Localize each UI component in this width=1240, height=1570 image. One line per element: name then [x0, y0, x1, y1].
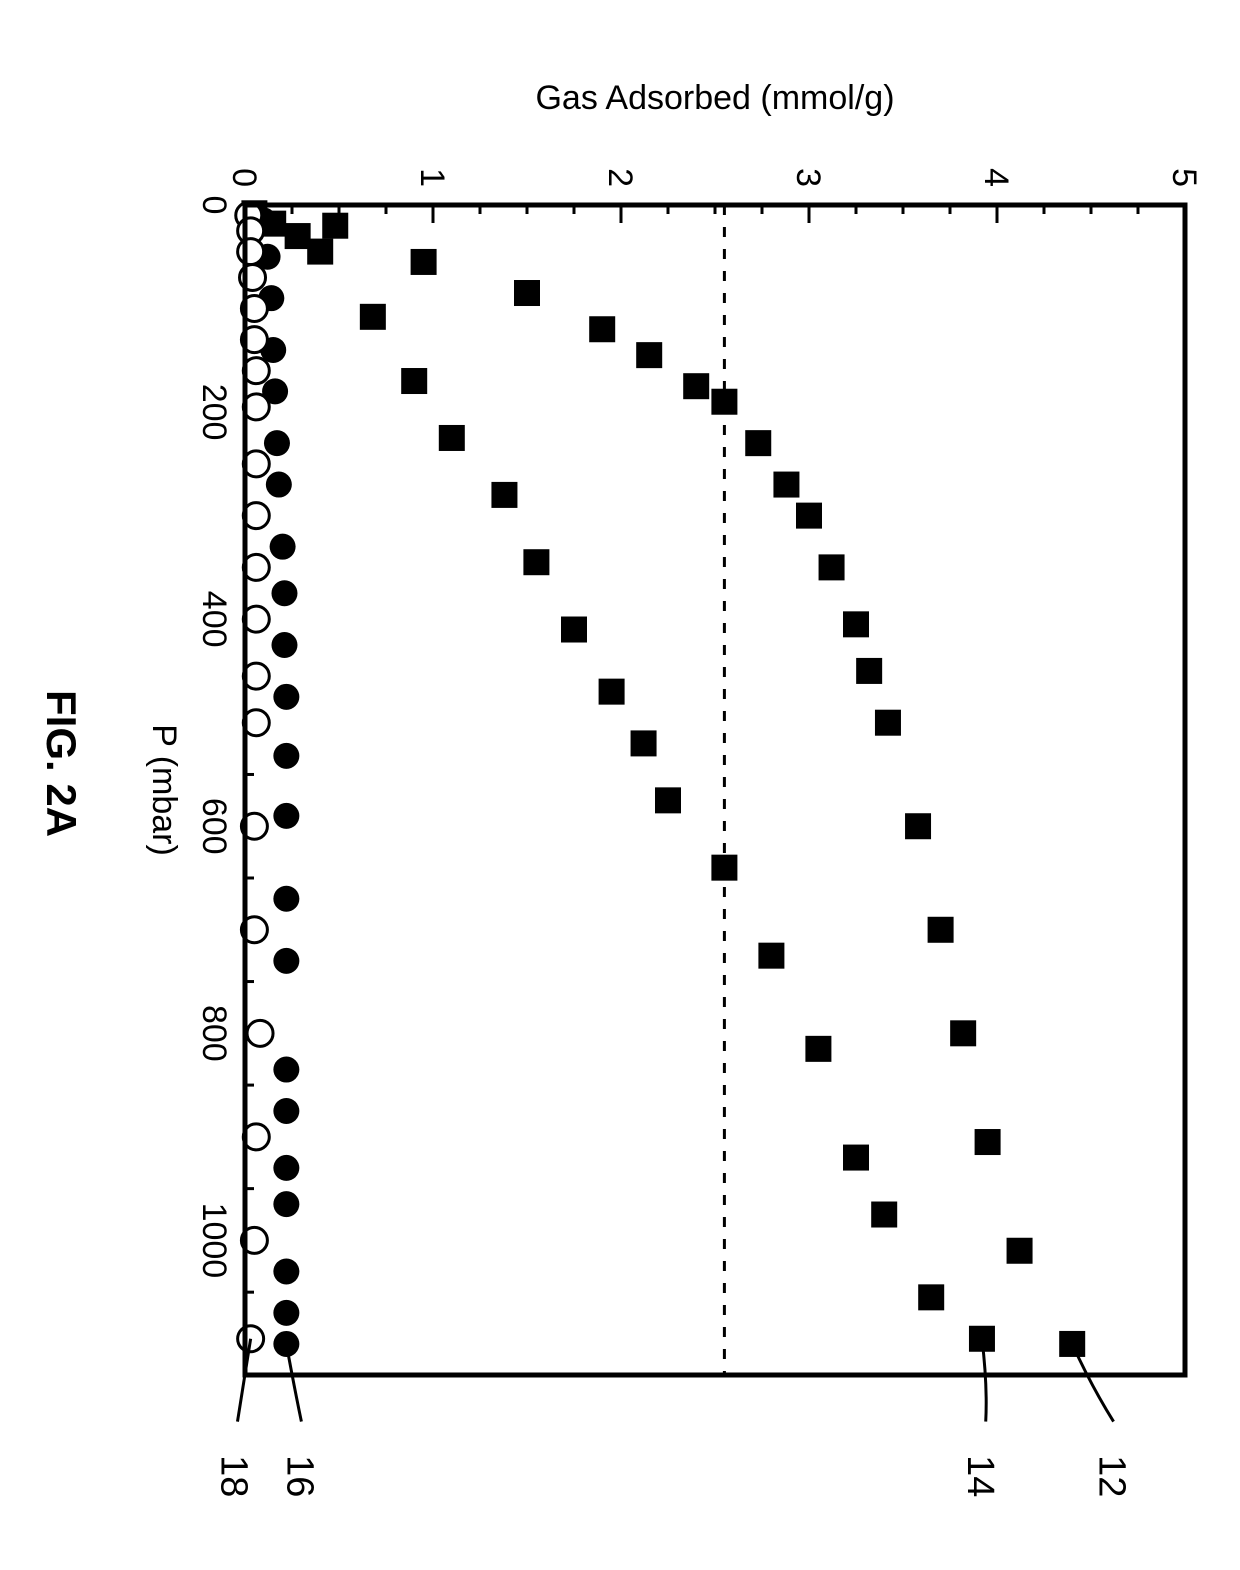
callout-label-16: 16	[278, 1455, 320, 1497]
y-tick-label: 3	[789, 168, 827, 187]
y-tick-label: 2	[601, 168, 639, 187]
y-tick-label: 1	[413, 168, 451, 187]
x-tick-label: 800	[195, 1005, 233, 1062]
x-tick-label: 400	[195, 591, 233, 648]
y-tick-label: 4	[977, 168, 1015, 187]
y-tick-label: 0	[225, 168, 263, 187]
y-axis-label: Gas Adsorbed (mmol/g)	[535, 79, 894, 117]
y-tick-label: 5	[1165, 168, 1203, 187]
callout-label-18: 18	[213, 1455, 255, 1497]
x-axis-label: P (mbar)	[145, 724, 183, 856]
callout-label-14: 14	[959, 1455, 1001, 1497]
rotated-stage: 02004006008001000012345P (mbar)Gas Adsor…	[0, 0, 1240, 1240]
x-tick-label: 0	[195, 196, 233, 215]
chart-wrap: 02004006008001000012345P (mbar)Gas Adsor…	[0, 0, 1240, 1570]
x-tick-label: 1000	[195, 1203, 233, 1279]
callout-label-12: 12	[1091, 1455, 1133, 1497]
x-tick-label: 200	[195, 384, 233, 441]
scatter-chart: 02004006008001000012345P (mbar)Gas Adsor…	[0, 0, 1240, 1570]
x-tick-label: 600	[195, 798, 233, 855]
figure-caption: FIG. 2A	[37, 690, 85, 837]
